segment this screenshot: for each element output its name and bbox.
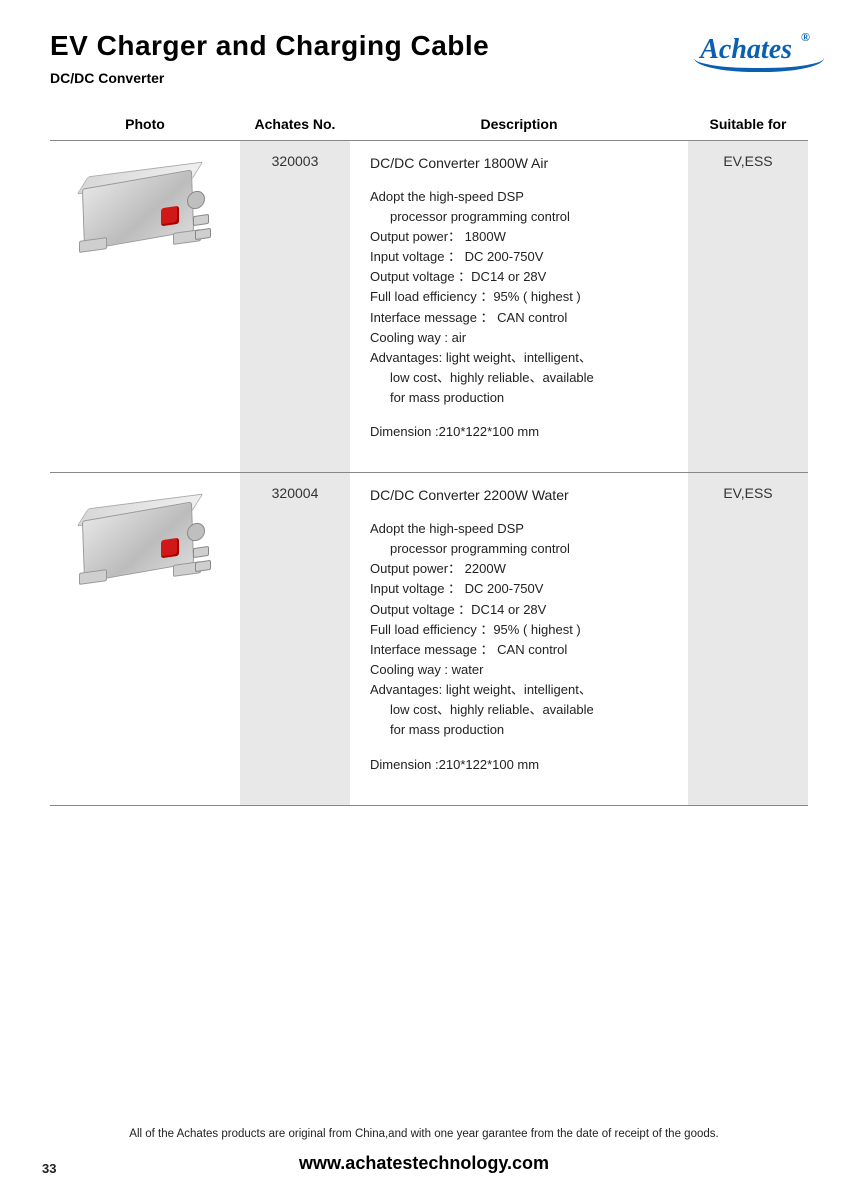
spec-line: Adopt the high-speed DSP	[370, 519, 678, 539]
spec-line: Interface message ： CAN control	[370, 640, 678, 660]
spec-line: Advantages: light weight、intelligent、	[370, 680, 678, 700]
spec-line: Cooling way : air	[370, 328, 678, 348]
spec-line: processor programming control	[370, 539, 678, 559]
page-number: 33	[42, 1161, 56, 1176]
table-header: Photo Achates No. Description Suitable f…	[50, 116, 808, 140]
product-dimension: Dimension :210*122*100 mm	[370, 755, 678, 775]
spec-line: processor programming control	[370, 207, 678, 227]
footer-url: www.achatestechnology.com	[0, 1153, 848, 1174]
page-subtitle: DC/DC Converter	[50, 70, 700, 86]
spec-line: Advantages: light weight、intelligent、	[370, 348, 678, 368]
spec-line: Interface message ： CAN control	[370, 308, 678, 328]
product-no: 320004	[240, 473, 350, 804]
table-row: 320004 DC/DC Converter 2200W Water Adopt…	[50, 472, 808, 804]
col-suit: Suitable for	[688, 116, 808, 132]
spec-line: Output power： 1800W	[370, 227, 678, 247]
col-no: Achates No.	[240, 116, 350, 132]
spec-line: low cost、highly reliable、available	[370, 700, 678, 720]
spec-line: for mass production	[370, 388, 678, 408]
spec-line: Output power： 2200W	[370, 559, 678, 579]
product-image	[65, 491, 225, 601]
spec-line: Input voltage ： DC 200-750V	[370, 247, 678, 267]
footer-note: All of the Achates products are original…	[0, 1128, 848, 1140]
brand-logo: Achates ®	[700, 34, 808, 66]
spec-line: Output voltage ：DC14 or 28V	[370, 267, 678, 287]
page-title: EV Charger and Charging Cable	[50, 30, 700, 62]
product-suitable: EV,ESS	[688, 141, 808, 472]
spec-line: for mass production	[370, 720, 678, 740]
page-header: EV Charger and Charging Cable DC/DC Conv…	[50, 30, 808, 86]
product-suitable: EV,ESS	[688, 473, 808, 804]
spec-line: Cooling way : water	[370, 660, 678, 680]
table-rule	[50, 805, 808, 806]
product-title: DC/DC Converter 1800W Air	[370, 153, 678, 175]
spec-line: Full load efficiency ：95% ( highest )	[370, 620, 678, 640]
product-dimension: Dimension :210*122*100 mm	[370, 422, 678, 442]
spec-line: Full load efficiency ：95% ( highest )	[370, 287, 678, 307]
product-no: 320003	[240, 141, 350, 472]
col-desc: Description	[350, 116, 688, 132]
col-photo: Photo	[50, 116, 240, 132]
table-row: 320003 DC/DC Converter 1800W Air Adopt t…	[50, 140, 808, 472]
spec-line: Adopt the high-speed DSP	[370, 187, 678, 207]
spec-line: Input voltage ： DC 200-750V	[370, 579, 678, 599]
product-table: Photo Achates No. Description Suitable f…	[50, 116, 808, 806]
registered-icon: ®	[801, 30, 810, 44]
spec-line: Output voltage ：DC14 or 28V	[370, 600, 678, 620]
product-title: DC/DC Converter 2200W Water	[370, 485, 678, 507]
logo-swoosh-icon	[694, 58, 824, 72]
spec-line: low cost、highly reliable、available	[370, 368, 678, 388]
product-image	[65, 159, 225, 269]
